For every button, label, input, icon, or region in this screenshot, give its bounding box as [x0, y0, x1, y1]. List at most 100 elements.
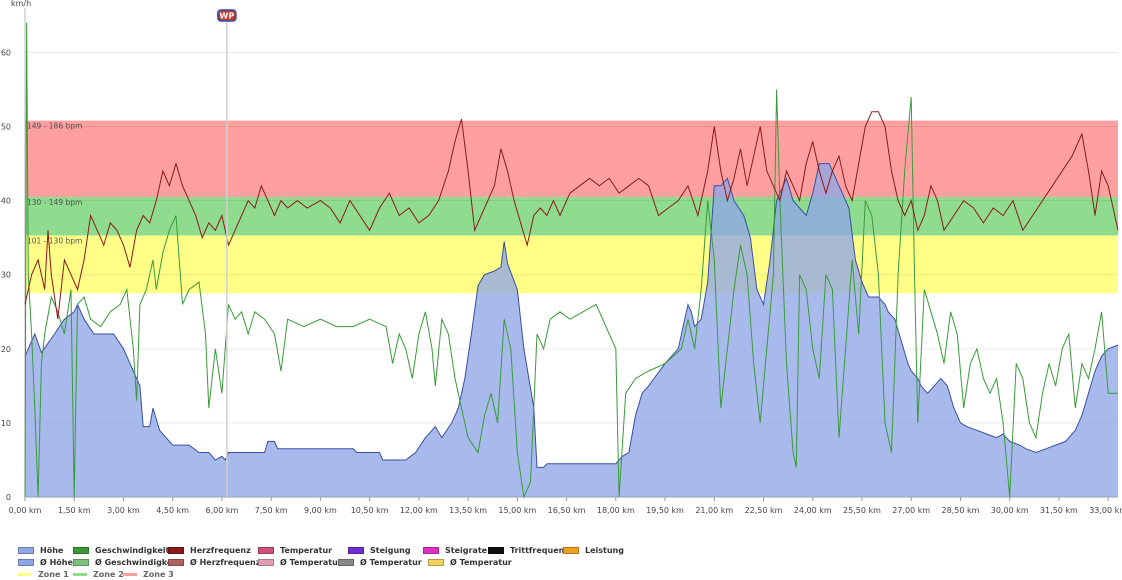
y-tick-label: 10 — [1, 419, 11, 428]
legend-item[interactable]: Zone 1 — [18, 568, 69, 580]
x-tick-label: 3,00 km — [107, 506, 140, 515]
legend-label: Steigrate — [445, 545, 488, 555]
legend-swatch — [428, 558, 444, 566]
legend-item[interactable]: Ø Temperatur — [338, 556, 422, 568]
legend-label: Ø Herzfrequenz — [190, 557, 261, 567]
x-tick-label: 31,50 km — [1040, 506, 1078, 515]
legend-label: Trittfrequenz — [510, 545, 569, 555]
legend-item[interactable]: Höhe — [18, 544, 63, 556]
x-tick-label: 22,50 km — [745, 506, 783, 515]
chart-area: 101 - 130 bpm 130 - 149 bpm 149 - 186 bpm 0… — [0, 0, 1122, 540]
x-tick-label: 27,00 km — [892, 506, 930, 515]
y-tick-label: 20 — [1, 345, 11, 354]
legend-label: Ø Höhe — [40, 557, 73, 567]
legend-swatch — [168, 558, 184, 566]
legend-swatch — [73, 572, 87, 576]
legend-label: Temperatur — [280, 545, 333, 555]
legend-item[interactable]: Herzfrequenz — [168, 544, 251, 556]
x-tick-label: 10,50 km — [351, 506, 389, 515]
legend: Höhe Geschwindigkeit Herzfrequenz Temperatu… — [18, 544, 1118, 580]
legend-label: Zone 2 — [93, 569, 124, 579]
legend-swatch — [338, 558, 354, 566]
legend-item[interactable]: Ø Geschwindigkeit — [73, 556, 179, 568]
legend-swatch — [73, 546, 89, 554]
x-tick-label: 15,00 km — [498, 506, 536, 515]
legend-row-series: Höhe Geschwindigkeit Herzfrequenz Temperatu… — [18, 544, 1118, 556]
zone-band-label: 101 - 130 bpm — [27, 236, 82, 245]
series-line-geschwindigkeit — [24, 22, 1118, 499]
legend-swatch — [488, 546, 504, 554]
legend-swatch — [258, 546, 274, 554]
legend-item[interactable]: Trittfrequenz — [488, 544, 569, 556]
x-tick-label: 25,50 km — [843, 506, 881, 515]
legend-label: Leistung — [585, 545, 624, 555]
legend-label: Ø Temperatur — [450, 557, 512, 567]
x-tick-label: 33,00 km — [1089, 506, 1122, 515]
legend-swatch — [73, 558, 89, 566]
y-tick-label: 50 — [1, 123, 11, 132]
legend-item[interactable]: Leistung — [563, 544, 624, 556]
waypoint-badge — [217, 9, 237, 22]
legend-item[interactable]: Ø Herzfrequenz — [168, 556, 260, 568]
y-tick-label: 0 — [6, 493, 11, 502]
legend-item[interactable]: Ø Höhe — [18, 556, 73, 568]
legend-swatch — [123, 572, 137, 576]
legend-label: Höhe — [40, 545, 64, 555]
legend-swatch — [18, 558, 34, 566]
y-tick-label: 30 — [1, 271, 11, 280]
x-tick-label: 30,00 km — [991, 506, 1029, 515]
legend-label: Ø Geschwindigkeit — [95, 557, 179, 567]
x-tick-label: 19,50 km — [646, 506, 684, 515]
x-tick-label: 9,00 km — [304, 506, 337, 515]
x-tick-label: 12,00 km — [400, 506, 438, 515]
legend-label: Zone 3 — [143, 569, 174, 579]
y-unit-label: km/h — [11, 0, 31, 8]
legend-swatch — [348, 546, 364, 554]
legend-item[interactable]: Steigung — [348, 544, 411, 556]
legend-item[interactable]: Steigrate — [423, 544, 487, 556]
x-tick-label: 28,50 km — [942, 506, 980, 515]
legend-label: Ø Temperatur — [360, 557, 422, 567]
legend-label: Geschwindigkeit — [95, 545, 170, 555]
legend-item[interactable]: Geschwindigkeit — [73, 544, 169, 556]
zone-band-3 — [25, 120, 1118, 197]
legend-row-zones: Zone 1 Zone 2 Zone 3 — [18, 568, 1118, 580]
series-line-herzfrequenz — [24, 111, 1119, 320]
zone-band-label: 130 - 149 bpm — [27, 198, 82, 207]
series-line-h-he — [24, 163, 1119, 468]
legend-swatch — [18, 546, 34, 554]
zone-band-2 — [25, 196, 1118, 236]
legend-label: Herzfrequenz — [190, 545, 251, 555]
legend-row-averages: Ø Höhe Ø Geschwindigkeit Ø Herzfrequenz Ø T… — [18, 556, 1118, 568]
legend-swatch — [423, 546, 439, 554]
legend-item[interactable]: Zone 3 — [123, 568, 174, 580]
x-tick-label: 4,50 km — [156, 506, 189, 515]
legend-item[interactable]: Temperatur — [258, 544, 332, 556]
x-tick-label: 1,50 km — [58, 506, 91, 515]
y-tick-label: 60 — [1, 48, 11, 57]
zone-band-1 — [25, 235, 1118, 294]
x-tick-label: 16,50 km — [548, 506, 586, 515]
x-tick-label: 13,50 km — [449, 506, 487, 515]
legend-label: Zone 1 — [38, 569, 69, 579]
x-tick-label: 18,00 km — [597, 506, 635, 515]
legend-swatch — [168, 546, 184, 554]
legend-item[interactable]: Ø Temperatur — [428, 556, 512, 568]
chart-svg[interactable]: 101 - 130 bpm 130 - 149 bpm 149 - 186 bpm 0… — [0, 0, 1122, 540]
y-tick-label: 40 — [1, 197, 11, 206]
legend-swatch — [258, 558, 274, 566]
x-tick-label: 0,00 km — [9, 506, 42, 515]
legend-item[interactable]: Zone 2 — [73, 568, 124, 580]
legend-swatch — [18, 572, 32, 576]
x-tick-label: 6,00 km — [206, 506, 239, 515]
legend-item[interactable]: Ø Temperatur — [258, 556, 342, 568]
waypoint-badge-label: WP — [220, 12, 235, 21]
legend-swatch — [563, 546, 579, 554]
x-tick-label: 21,00 km — [695, 506, 733, 515]
legend-label: Steigung — [370, 545, 411, 555]
x-tick-label: 24,00 km — [794, 506, 832, 515]
legend-label: Ø Temperatur — [280, 557, 342, 567]
x-tick-label: 7,50 km — [255, 506, 288, 515]
series-area-h-he — [25, 163, 1118, 497]
zone-band-label: 149 - 186 bpm — [27, 122, 82, 131]
